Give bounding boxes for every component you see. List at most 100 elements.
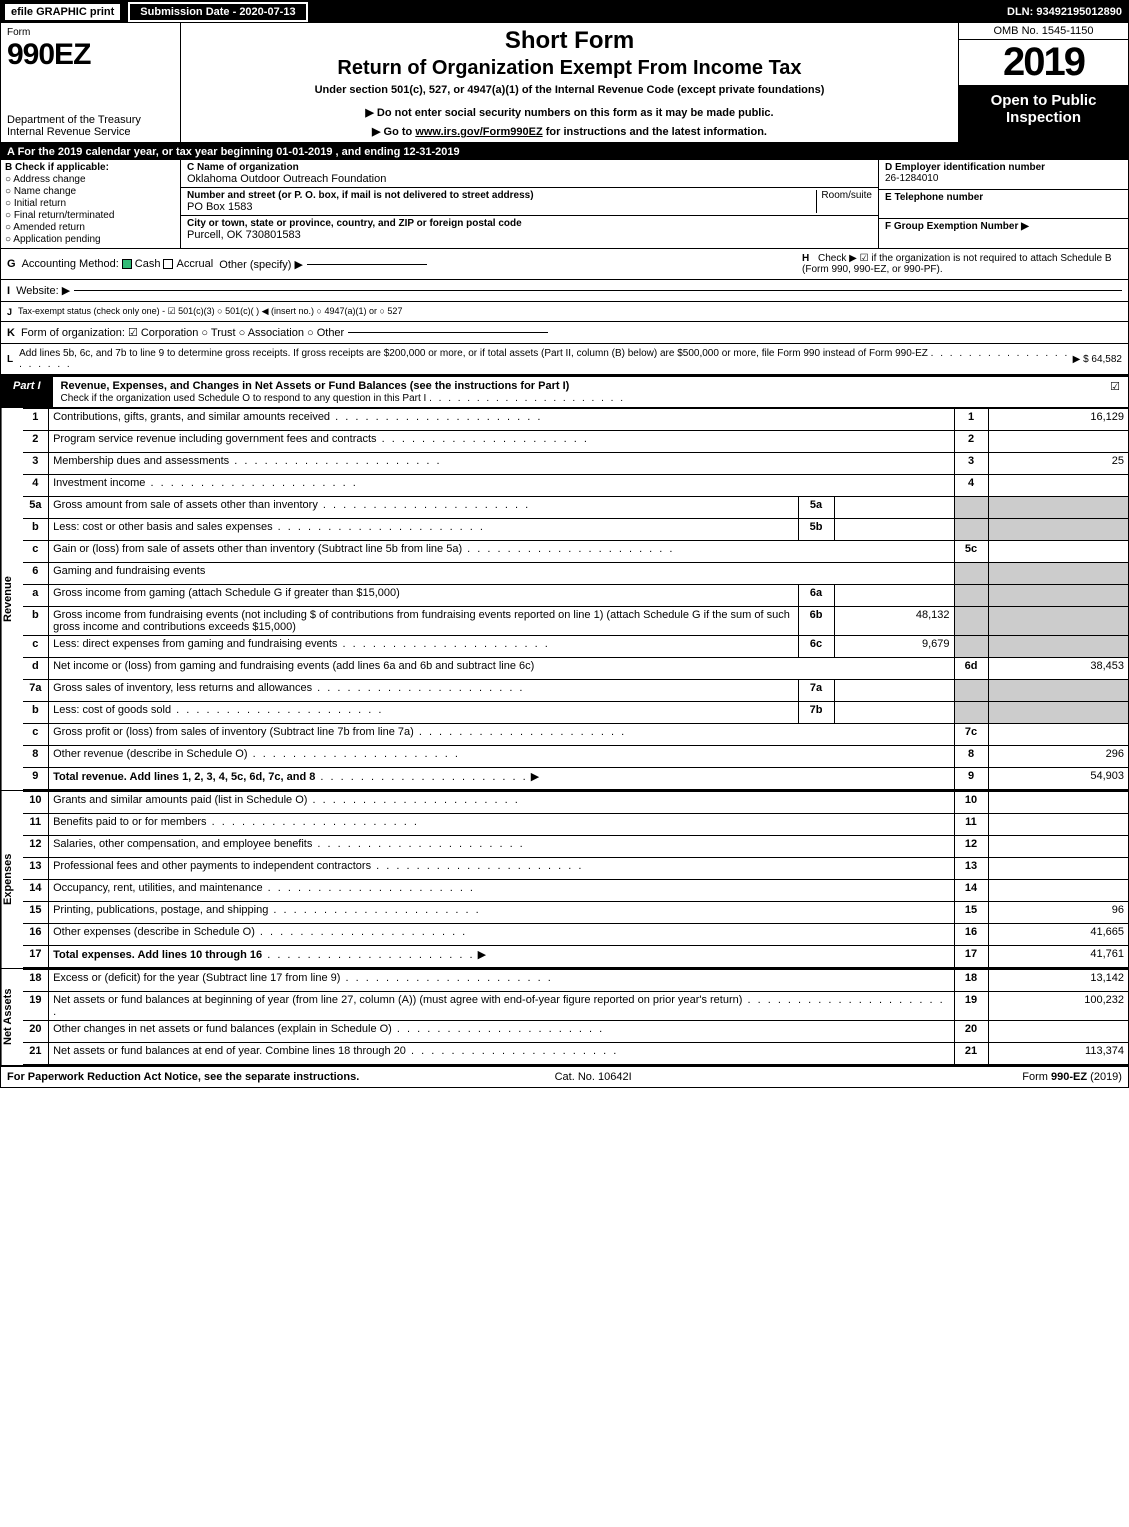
line-7b: bLess: cost of goods sold7b xyxy=(23,702,1128,724)
chk-initial-return[interactable]: Initial return xyxy=(5,198,176,209)
lead-h: H xyxy=(802,253,809,264)
addr-label: Number and street (or P. O. box, if mail… xyxy=(187,190,816,201)
note-ssn: ▶ Do not enter social security numbers o… xyxy=(189,106,950,119)
subtitle-code: Under section 501(c), 527, or 4947(a)(1)… xyxy=(189,84,950,96)
note-goto: ▶ Go to www.irs.gov/Form990EZ for instru… xyxy=(189,125,950,138)
tax-year: 2019 xyxy=(959,40,1128,86)
part-1-check[interactable]: ☑ xyxy=(1102,377,1128,407)
chk-address-change[interactable]: Address change xyxy=(5,174,176,185)
dept-irs: Internal Revenue Service xyxy=(7,126,174,138)
lead-l: L xyxy=(7,354,13,365)
part-1-label: Part I xyxy=(1,377,53,407)
website-line[interactable] xyxy=(74,290,1122,291)
chk-final-return[interactable]: Final return/terminated xyxy=(5,210,176,221)
line-18: 18Excess or (deficit) for the year (Subt… xyxy=(23,970,1128,992)
city-value: Purcell, OK 730801583 xyxy=(187,229,301,241)
line-17: 17Total expenses. Add lines 10 through 1… xyxy=(23,946,1128,968)
form-of-org-text: Form of organization: ☑ Corporation ○ Tr… xyxy=(21,326,344,339)
netassets-table: 18Excess or (deficit) for the year (Subt… xyxy=(23,969,1128,1065)
efile-print-button[interactable]: efile GRAPHIC print xyxy=(5,4,120,20)
line-21: 21Net assets or fund balances at end of … xyxy=(23,1043,1128,1065)
line-2: 2Program service revenue including gover… xyxy=(23,431,1128,453)
expenses-section: Expenses 10Grants and similar amounts pa… xyxy=(1,791,1128,969)
chk-accrual[interactable] xyxy=(163,259,173,269)
box-e: E Telephone number xyxy=(879,190,1128,220)
dln-label: DLN: 93492195012890 xyxy=(1007,6,1128,18)
part-1-title: Revenue, Expenses, and Changes in Net As… xyxy=(53,377,1103,407)
box-c: C Name of organization Oklahoma Outdoor … xyxy=(181,160,878,248)
line-6c: cLess: direct expenses from gaming and f… xyxy=(23,636,1128,658)
opt-other: Other (specify) ▶ xyxy=(219,258,303,271)
calendar-year-row: A For the 2019 calendar year, or tax yea… xyxy=(1,144,1128,160)
accounting-method-label: Accounting Method: xyxy=(22,258,119,270)
revenue-table: 1Contributions, gifts, grants, and simil… xyxy=(23,408,1128,790)
line-1: 1Contributions, gifts, grants, and simil… xyxy=(23,409,1128,431)
chk-name-change[interactable]: Name change xyxy=(5,186,176,197)
form-number: 990EZ xyxy=(7,38,174,72)
line-5b: bLess: cost or other basis and sales exp… xyxy=(23,519,1128,541)
netassets-side-label: Net Assets xyxy=(1,969,23,1065)
lead-k: K xyxy=(7,327,15,339)
line-10: 10Grants and similar amounts paid (list … xyxy=(23,792,1128,814)
row-g-h: G Accounting Method: Cash Accrual Other … xyxy=(1,249,1128,280)
form-header: Form 990EZ Department of the Treasury In… xyxy=(1,23,1128,144)
phone-label: E Telephone number xyxy=(885,192,1122,203)
submission-date-button[interactable]: Submission Date - 2020-07-13 xyxy=(128,2,307,22)
row-j: J Tax-exempt status (check only one) - ☑… xyxy=(1,302,1128,322)
line-6d: dNet income or (loss) from gaming and fu… xyxy=(23,658,1128,680)
line-5a: 5aGross amount from sale of assets other… xyxy=(23,497,1128,519)
group-exempt-label: F Group Exemption Number ▶ xyxy=(885,221,1122,232)
line-6a: aGross income from gaming (attach Schedu… xyxy=(23,585,1128,607)
lead-g: G xyxy=(7,258,16,270)
website-label: Website: ▶ xyxy=(16,284,70,297)
line-7c: cGross profit or (loss) from sales of in… xyxy=(23,724,1128,746)
title-return: Return of Organization Exempt From Incom… xyxy=(189,57,950,80)
irs-link[interactable]: www.irs.gov/Form990EZ xyxy=(415,126,542,138)
other-specify-line[interactable] xyxy=(307,264,427,265)
footer-right: Form 990-EZ (2019) xyxy=(1022,1071,1122,1083)
line-8: 8Other revenue (describe in Schedule O)8… xyxy=(23,746,1128,768)
row-l-text: Add lines 5b, 6c, and 7b to line 9 to de… xyxy=(19,348,1072,370)
chk-cash[interactable] xyxy=(122,259,132,269)
row-h-text: Check ▶ ☑ if the organization is not req… xyxy=(802,253,1112,275)
line-12: 12Salaries, other compensation, and empl… xyxy=(23,836,1128,858)
tax-exempt-text: Tax-exempt status (check only one) - ☑ 5… xyxy=(18,306,402,317)
chk-amended-return[interactable]: Amended return xyxy=(5,222,176,233)
addr-value: PO Box 1583 xyxy=(187,201,252,213)
line-6: 6Gaming and fundraising events xyxy=(23,563,1128,585)
revenue-side-label: Revenue xyxy=(1,408,23,790)
other-org-line[interactable] xyxy=(348,332,548,333)
chk-application-pending[interactable]: Application pending xyxy=(5,234,176,245)
line-16: 16Other expenses (describe in Schedule O… xyxy=(23,924,1128,946)
opt-cash: Cash xyxy=(135,258,161,270)
row-l-amount: ▶ $ 64,582 xyxy=(1073,354,1122,365)
line-11: 11Benefits paid to or for members11 xyxy=(23,814,1128,836)
box-f: F Group Exemption Number ▶ xyxy=(879,219,1128,248)
page-footer: For Paperwork Reduction Act Notice, see … xyxy=(1,1067,1128,1087)
row-l: L Add lines 5b, 6c, and 7b to line 9 to … xyxy=(1,344,1128,375)
part-1-header: Part I Revenue, Expenses, and Changes in… xyxy=(1,375,1128,408)
footer-left: For Paperwork Reduction Act Notice, see … xyxy=(7,1071,359,1083)
line-13: 13Professional fees and other payments t… xyxy=(23,858,1128,880)
title-short-form: Short Form xyxy=(189,27,950,55)
line-14: 14Occupancy, rent, utilities, and mainte… xyxy=(23,880,1128,902)
ein-value: 26-1284010 xyxy=(885,173,1122,184)
dept-treasury: Department of the Treasury xyxy=(7,114,174,126)
line-7a: 7aGross sales of inventory, less returns… xyxy=(23,680,1128,702)
lead-i: I xyxy=(7,285,10,297)
box-b-label: B Check if applicable: xyxy=(5,162,176,173)
entity-info-grid: B Check if applicable: Address change Na… xyxy=(1,160,1128,249)
expenses-side-label: Expenses xyxy=(1,791,23,968)
line-9: 9Total revenue. Add lines 1, 2, 3, 4, 5c… xyxy=(23,768,1128,790)
revenue-section: Revenue 1Contributions, gifts, grants, a… xyxy=(1,408,1128,791)
org-name: Oklahoma Outdoor Outreach Foundation xyxy=(187,173,386,185)
ein-label: D Employer identification number xyxy=(885,162,1122,173)
box-b: B Check if applicable: Address change Na… xyxy=(1,160,181,248)
footer-center: Cat. No. 10642I xyxy=(555,1071,632,1083)
line-15: 15Printing, publications, postage, and s… xyxy=(23,902,1128,924)
top-bar: efile GRAPHIC print Submission Date - 20… xyxy=(1,1,1128,23)
line-6b: bGross income from fundraising events (n… xyxy=(23,607,1128,636)
line-3: 3Membership dues and assessments325 xyxy=(23,453,1128,475)
line-19: 19Net assets or fund balances at beginni… xyxy=(23,992,1128,1021)
org-name-label: C Name of organization xyxy=(187,162,872,173)
